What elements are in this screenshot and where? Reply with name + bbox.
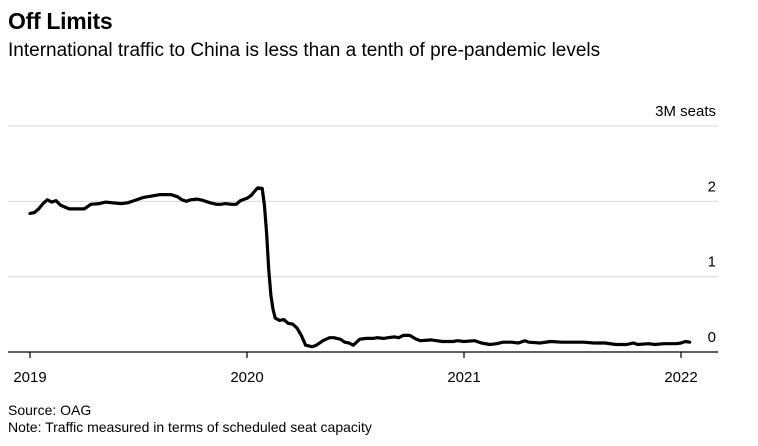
line-chart: 0 1 2 3M seats 2019 2020 2021 2022 <box>8 103 718 386</box>
x-tick-label: 2021 <box>447 369 480 386</box>
y-tick-label: 0 <box>708 329 716 346</box>
y-tick-label: 3M seats <box>655 103 716 120</box>
y-tick-label: 2 <box>708 178 716 195</box>
footnote: Note: Traffic measured in terms of sched… <box>8 419 372 435</box>
y-tick-label: 1 <box>708 254 716 271</box>
chart-title: Off Limits <box>8 8 113 34</box>
x-tick-label: 2020 <box>230 369 263 386</box>
chart-subtitle: International traffic to China is less t… <box>8 40 601 61</box>
series-line <box>28 186 692 349</box>
source-note: Source: OAG <box>8 402 92 418</box>
x-tick-label: 2022 <box>664 369 697 386</box>
x-tick-label: 2019 <box>13 369 46 386</box>
